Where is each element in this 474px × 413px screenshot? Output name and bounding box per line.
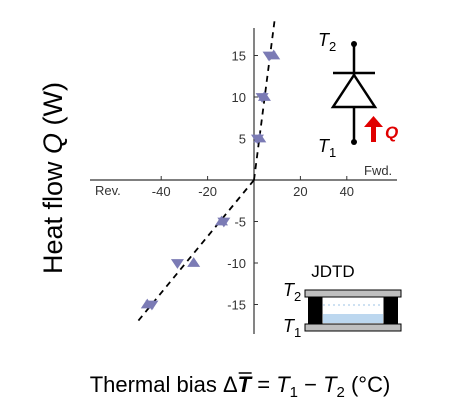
diode-t2-label: T2 <box>318 30 336 54</box>
y-tick-label: -10 <box>227 256 246 271</box>
fit-line <box>137 179 255 322</box>
diode-terminal-top <box>351 41 357 47</box>
x-tick-label: -40 <box>152 184 171 199</box>
diode-symbol: T2 T1 Q <box>318 30 398 160</box>
diode-triangle <box>330 72 378 109</box>
jdtd-inset: JDTD T2 T1 <box>283 262 402 340</box>
heat-flow-arrow <box>364 116 383 142</box>
data-point-triangle-up <box>187 257 201 267</box>
axis-ticks: -40 -20 20 40 15 10 5 -5 -10 -15 <box>152 49 354 313</box>
jdtd-t1-label: T1 <box>283 316 301 340</box>
data-point-triangle-up <box>257 91 271 101</box>
data-point-triangle-up <box>215 215 229 226</box>
data-point-triangle-up <box>253 132 267 143</box>
x-axis-label: Thermal bias ΔT = T1 − T2 (°C) <box>90 372 391 401</box>
jdtd-bottom-plate <box>304 323 402 332</box>
diode-terminal-bottom <box>351 139 357 145</box>
data-points <box>140 49 281 311</box>
y-tick-label: 5 <box>239 132 246 147</box>
x-tick-label: 20 <box>293 184 307 199</box>
x-tick-label: -20 <box>198 184 217 199</box>
diode-q-label: Q <box>385 123 398 142</box>
diode-t1-label: T1 <box>318 136 336 160</box>
jdtd-left-wall <box>308 297 322 324</box>
jdtd-top-plate <box>304 289 402 298</box>
data-point-triangle-up <box>140 298 154 309</box>
y-tick-label: 15 <box>232 49 246 64</box>
data-point-triangle-down <box>170 259 184 269</box>
jdtd-right-wall <box>384 297 398 324</box>
y-tick-label: -5 <box>234 215 246 230</box>
y-axis-label: Heat flow Q (W) <box>38 82 68 274</box>
jdtd-title: JDTD <box>311 262 354 281</box>
jdtd-liquid <box>323 314 383 323</box>
x-tick-label: 40 <box>340 184 354 199</box>
rev-label: Rev. <box>95 183 121 198</box>
data-point-triangle-up <box>267 49 281 60</box>
fwd-label: Fwd. <box>364 163 392 178</box>
y-tick-label: 10 <box>232 90 246 105</box>
y-tick-label: -15 <box>227 298 246 313</box>
jdtd-t2-label: T2 <box>283 280 301 304</box>
